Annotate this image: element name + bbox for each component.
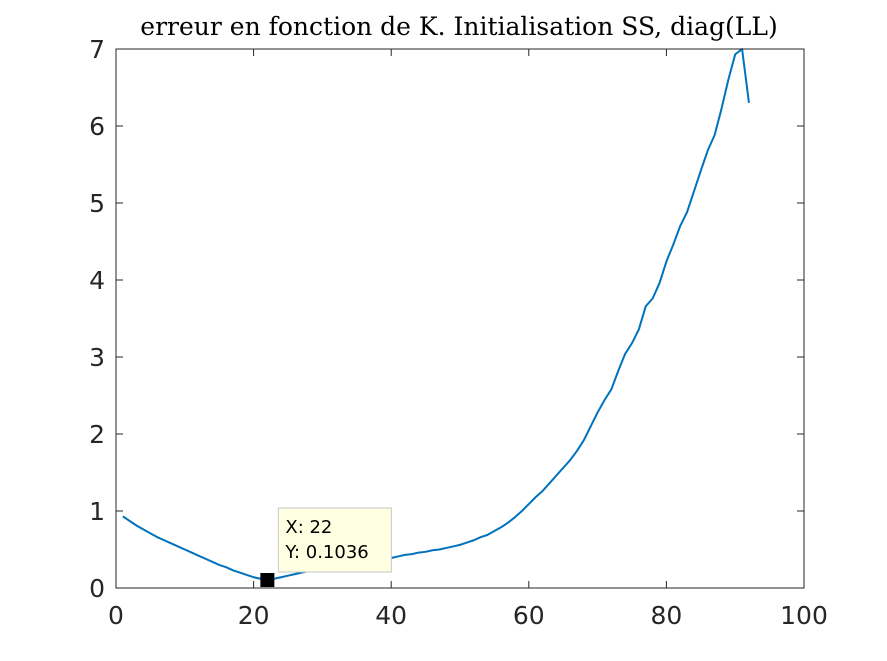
y-axis: 0 1 2 3 4 5 6 7: [89, 35, 804, 603]
datatip-x-text: X: 22: [285, 517, 332, 538]
x-tick-label: 40: [375, 601, 407, 630]
x-axis: 0 20 40 60 80 100: [108, 49, 828, 630]
series-line: [122, 48, 750, 582]
datatip-box: [277, 507, 392, 573]
y-tick-label: 4: [89, 266, 105, 295]
y-tick-label: 5: [89, 189, 105, 218]
y-tick-label: 3: [89, 343, 105, 372]
x-tick-label: 80: [650, 601, 682, 630]
y-tick-label: 6: [89, 112, 105, 141]
chart-title: erreur en fonction de K. Initialisation …: [140, 12, 777, 41]
datatip[interactable]: X: 22 Y: 0.1036: [260, 507, 392, 588]
datatip-marker[interactable]: [260, 573, 275, 588]
x-tick-label: 20: [238, 601, 270, 630]
y-tick-label: 7: [89, 35, 105, 64]
y-tick-label: 2: [89, 420, 105, 449]
y-tick-label: 1: [89, 497, 105, 526]
plot-area: [116, 49, 804, 588]
x-tick-label: 60: [513, 601, 545, 630]
x-tick-label: 0: [108, 601, 124, 630]
x-tick-label: 100: [780, 601, 828, 630]
plot-frame: [115, 48, 805, 589]
y-tick-label: 0: [89, 574, 105, 603]
datatip-y-text: Y: 0.1036: [284, 542, 368, 563]
